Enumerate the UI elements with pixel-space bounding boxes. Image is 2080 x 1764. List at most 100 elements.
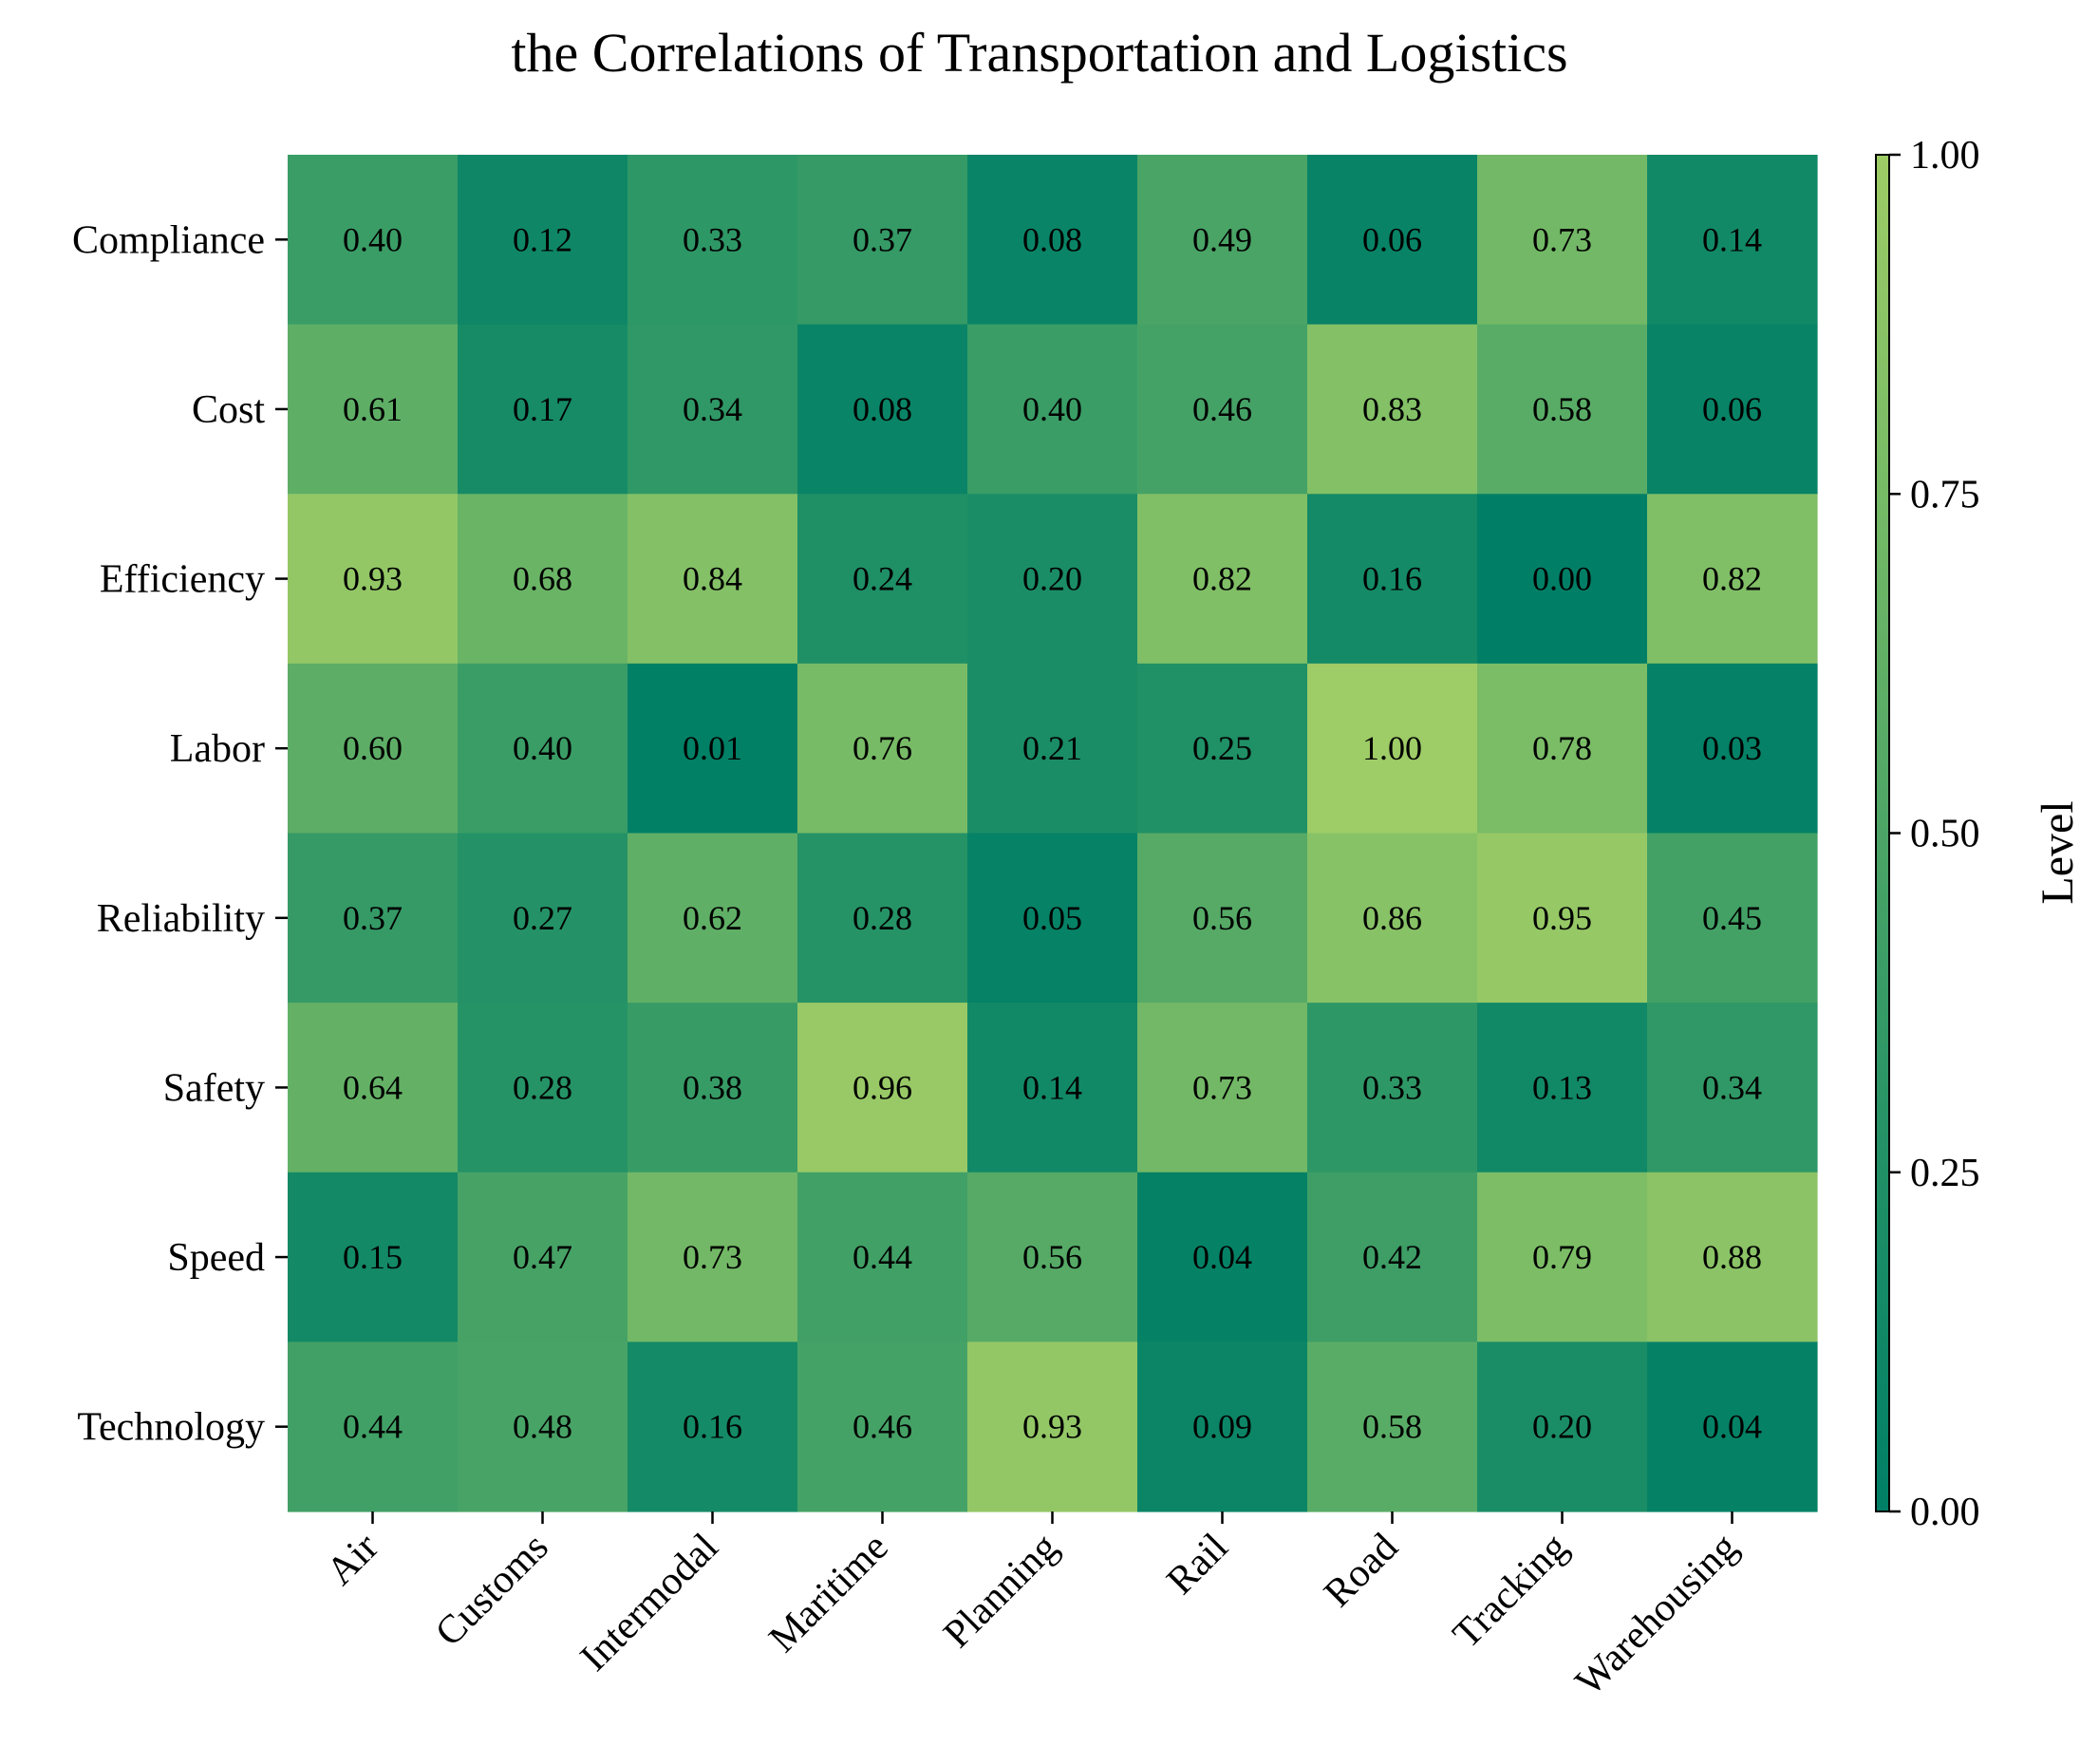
heatmap-cell bbox=[797, 494, 968, 665]
heatmap-cell bbox=[797, 1342, 968, 1512]
heatmap-cell bbox=[967, 663, 1138, 835]
cell-value-label: 0.56 bbox=[1022, 1238, 1082, 1276]
cell-value-label: 0.61 bbox=[343, 390, 403, 428]
cell-value-label: 0.08 bbox=[853, 390, 912, 428]
heatmap-cell bbox=[628, 1003, 798, 1173]
cell-value-label: 0.93 bbox=[343, 560, 403, 598]
heatmap-cell bbox=[288, 833, 459, 1004]
cell-value-label: 0.64 bbox=[343, 1068, 403, 1106]
colorbar-tick-label: 0.75 bbox=[1910, 473, 1980, 516]
cell-value-label: 0.88 bbox=[1702, 1238, 1762, 1276]
cell-value-label: 0.49 bbox=[1192, 220, 1252, 258]
heatmap-cell bbox=[1307, 833, 1478, 1004]
x-tick-label: Customs bbox=[427, 1526, 557, 1656]
heatmap-cell bbox=[1647, 1342, 1818, 1512]
cell-value-label: 0.40 bbox=[343, 220, 403, 258]
y-tick-label: Labor bbox=[170, 727, 265, 771]
colorbar-tick-label: 0.50 bbox=[1910, 813, 1980, 856]
heatmap-cell bbox=[288, 155, 459, 326]
heatmap-cell bbox=[458, 1003, 628, 1173]
cell-value-label: 0.84 bbox=[683, 560, 742, 598]
heatmap-cell bbox=[1137, 1003, 1308, 1173]
cell-value-label: 0.68 bbox=[513, 560, 572, 598]
x-tick-label: Intermodal bbox=[572, 1526, 727, 1680]
heatmap-cell bbox=[797, 324, 968, 495]
cell-value-label: 0.62 bbox=[683, 899, 742, 937]
cell-value-label: 0.37 bbox=[343, 899, 403, 937]
cell-value-label: 0.04 bbox=[1702, 1408, 1762, 1446]
heatmap-cell bbox=[1477, 1003, 1648, 1173]
cell-value-label: 0.34 bbox=[683, 390, 742, 428]
heatmap-cell bbox=[1477, 155, 1648, 326]
heatmap-cell bbox=[628, 155, 798, 326]
cell-value-label: 0.20 bbox=[1532, 1408, 1592, 1446]
cell-value-label: 0.73 bbox=[1192, 1068, 1252, 1106]
heatmap-cell bbox=[1307, 1172, 1478, 1342]
heatmap-cell bbox=[1647, 494, 1818, 665]
colorbar: 0.00 0.25 0.50 0.75 1.00 bbox=[1875, 134, 1980, 1534]
heatmap-cell bbox=[1477, 494, 1648, 665]
cell-value-label: 0.82 bbox=[1702, 560, 1762, 598]
heatmap-cell bbox=[1647, 833, 1818, 1004]
heatmap-cell bbox=[288, 494, 459, 665]
cell-value-label: 0.58 bbox=[1532, 390, 1592, 428]
heatmap-cell bbox=[1307, 1342, 1478, 1512]
cell-value-label: 0.13 bbox=[1532, 1068, 1592, 1106]
heatmap-cell bbox=[628, 1342, 798, 1512]
cell-value-label: 0.93 bbox=[1022, 1408, 1082, 1446]
cell-value-label: 0.44 bbox=[343, 1408, 403, 1446]
y-tick-label: Compliance bbox=[72, 218, 265, 262]
cell-value-label: 0.48 bbox=[513, 1408, 572, 1446]
heatmap-cell bbox=[1137, 663, 1308, 835]
cell-value-label: 0.47 bbox=[513, 1238, 572, 1276]
cell-value-label: 0.56 bbox=[1192, 899, 1252, 937]
y-tick-label: Reliability bbox=[97, 897, 265, 941]
heatmap-cell bbox=[967, 1342, 1138, 1512]
heatmap-cell bbox=[288, 663, 459, 835]
heatmap-cell bbox=[1477, 324, 1648, 495]
heatmap-cell bbox=[797, 1172, 968, 1342]
cell-value-label: 0.27 bbox=[513, 899, 572, 937]
heatmap-cell bbox=[1307, 155, 1478, 326]
cell-value-label: 0.15 bbox=[343, 1238, 403, 1276]
heatmap-cell bbox=[1137, 1172, 1308, 1342]
heatmap-cell bbox=[967, 324, 1138, 495]
cell-value-label: 0.03 bbox=[1702, 729, 1762, 767]
cell-value-label: 0.06 bbox=[1702, 390, 1762, 428]
heatmap-cell bbox=[797, 1003, 968, 1173]
cell-value-label: 0.28 bbox=[513, 1068, 572, 1106]
cell-value-label: 0.25 bbox=[1192, 729, 1252, 767]
colorbar-tick-label: 1.00 bbox=[1910, 134, 1980, 178]
cell-value-label: 0.16 bbox=[683, 1408, 742, 1446]
heatmap-cell bbox=[458, 155, 628, 326]
heatmap-cell bbox=[1477, 833, 1648, 1004]
x-tick-label: Rail bbox=[1159, 1526, 1237, 1604]
cell-value-label: 0.06 bbox=[1362, 220, 1422, 258]
heatmap-cell bbox=[458, 663, 628, 835]
colorbar-tick-label: 0.00 bbox=[1910, 1491, 1980, 1534]
heatmap-cell bbox=[1307, 324, 1478, 495]
cell-value-label: 0.01 bbox=[683, 729, 742, 767]
heatmap-cell bbox=[628, 494, 798, 665]
cell-value-label: 0.83 bbox=[1362, 390, 1422, 428]
heatmap-cell bbox=[458, 1342, 628, 1512]
heatmap-cell bbox=[628, 833, 798, 1004]
y-tick-label: Safety bbox=[163, 1066, 265, 1110]
cell-value-label: 0.33 bbox=[1362, 1068, 1422, 1106]
cell-value-label: 0.46 bbox=[1192, 390, 1252, 428]
heatmap-cell bbox=[797, 833, 968, 1004]
heatmap-cell bbox=[458, 324, 628, 495]
heatmap-cell bbox=[1307, 494, 1478, 665]
heatmap-cell bbox=[1647, 324, 1818, 495]
heatmap-cell bbox=[797, 663, 968, 835]
x-tick-label: Tracking bbox=[1445, 1526, 1577, 1658]
heatmap-cell bbox=[1647, 1172, 1818, 1342]
heatmap-cell bbox=[1137, 833, 1308, 1004]
heatmap-cell bbox=[458, 833, 628, 1004]
heatmap-cell bbox=[967, 1172, 1138, 1342]
cell-value-label: 0.00 bbox=[1532, 560, 1592, 598]
cell-value-label: 0.17 bbox=[513, 390, 572, 428]
x-tick-label: Planning bbox=[935, 1526, 1066, 1657]
heatmap-cell bbox=[967, 155, 1138, 326]
